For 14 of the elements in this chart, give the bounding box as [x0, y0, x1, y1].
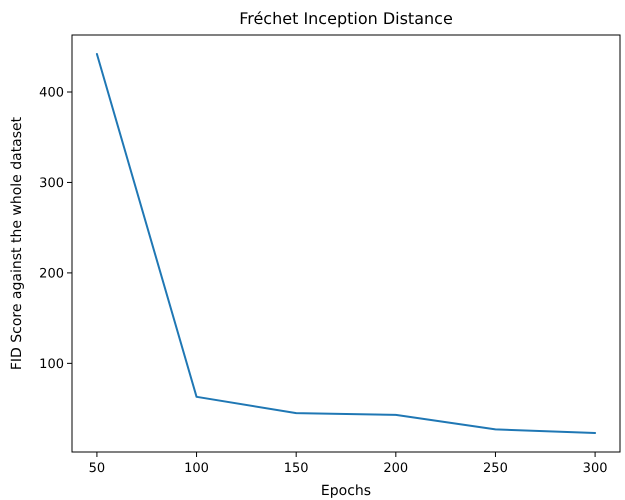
x-tick-label: 150 [284, 461, 309, 476]
line-series [96, 52, 596, 434]
x-tick-label: 200 [383, 461, 408, 476]
y-tick-label: 200 [39, 266, 64, 282]
x-tick-label: 300 [582, 461, 608, 476]
y-tick-label: 100 [39, 356, 64, 372]
x-tick-label: 100 [184, 461, 209, 476]
x-tick-label: 250 [483, 461, 508, 476]
y-tick-label: 400 [39, 85, 64, 100]
chart-title: Fréchet Inception Distance [239, 9, 453, 28]
y-axis-title: FID Score against the whole dataset [9, 116, 25, 370]
x-axis-title: Epochs [320, 483, 372, 499]
x-tick-label: 50 [88, 461, 106, 476]
y-tick-label: 300 [39, 176, 64, 191]
